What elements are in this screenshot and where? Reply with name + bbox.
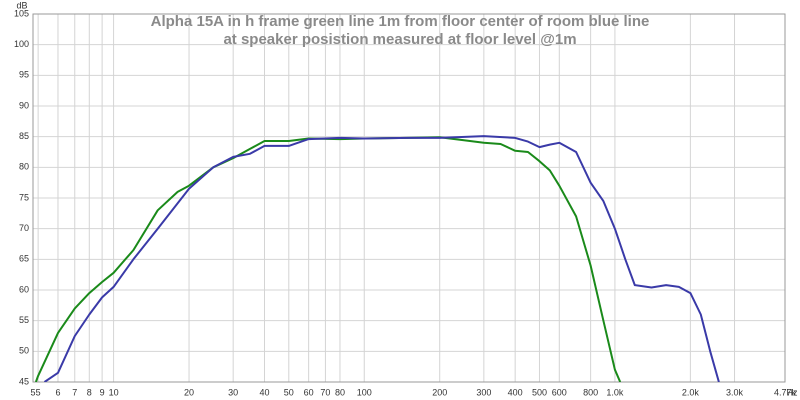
y-tick-label: 75 bbox=[19, 192, 29, 202]
chart-title: Alpha 15A in h frame green line 1m from … bbox=[151, 13, 650, 30]
x-tick-label: 10 bbox=[109, 387, 119, 397]
x-tick-label: 7 bbox=[72, 387, 77, 397]
y-tick-label: 55 bbox=[19, 315, 29, 325]
y-tick-label: 45 bbox=[19, 376, 29, 386]
x-tick-label: 5 bbox=[30, 387, 35, 397]
y-tick-label: 80 bbox=[19, 162, 29, 172]
x-tick-label: 800 bbox=[583, 387, 598, 397]
x-tick-label: 30 bbox=[228, 387, 238, 397]
x-unit: Hz bbox=[787, 387, 798, 397]
y-tick-label: 70 bbox=[19, 223, 29, 233]
plot-frame bbox=[32, 13, 786, 383]
x-tick-label: 6 bbox=[55, 387, 60, 397]
x-tick-label: 200 bbox=[432, 387, 447, 397]
y-tick-label: 50 bbox=[19, 346, 29, 356]
x-tick-label: 300 bbox=[476, 387, 491, 397]
y-tick-label: 65 bbox=[19, 254, 29, 264]
y-tick-label: 90 bbox=[19, 100, 29, 110]
y-tick-label: 100 bbox=[14, 39, 29, 49]
x-tick-label: 60 bbox=[304, 387, 314, 397]
x-tick-label: 4.77k bbox=[774, 387, 797, 397]
x-tick-label: 5 bbox=[36, 387, 41, 397]
x-tick-label: 80 bbox=[335, 387, 345, 397]
y-unit: dB bbox=[16, 0, 27, 10]
x-tick-label: 400 bbox=[508, 387, 523, 397]
y-tick-label: 85 bbox=[19, 131, 29, 141]
chart-title: at speaker posistion measured at floor l… bbox=[223, 31, 576, 48]
series-line bbox=[43, 135, 720, 382]
x-tick-label: 50 bbox=[284, 387, 294, 397]
x-tick-label: 20 bbox=[184, 387, 194, 397]
y-tick-label: 95 bbox=[19, 70, 29, 80]
x-tick-label: 70 bbox=[320, 387, 330, 397]
x-tick-label: 600 bbox=[552, 387, 567, 397]
x-tick-label: 3.0k bbox=[726, 387, 744, 397]
x-tick-label: 1.0k bbox=[606, 387, 624, 397]
x-tick-label: 100 bbox=[357, 387, 372, 397]
x-tick-label: 8 bbox=[87, 387, 92, 397]
x-tick-label: 500 bbox=[532, 387, 547, 397]
x-tick-label: 2.0k bbox=[682, 387, 700, 397]
y-tick-label: 105 bbox=[14, 8, 29, 18]
x-tick-label: 40 bbox=[259, 387, 269, 397]
y-tick-label: 60 bbox=[19, 284, 29, 294]
x-tick-label: 9 bbox=[100, 387, 105, 397]
